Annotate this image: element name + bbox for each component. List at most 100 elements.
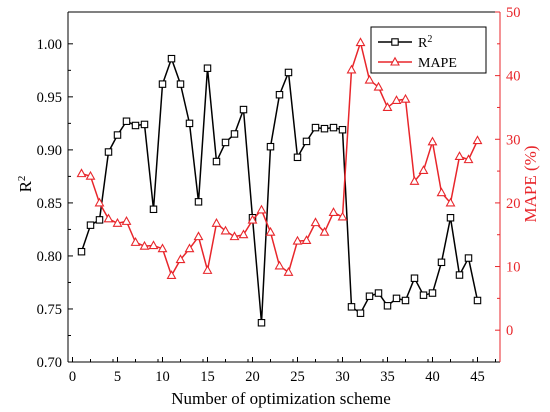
legend: R2 MAPE <box>370 26 487 74</box>
data-point <box>158 80 167 88</box>
data-point <box>454 151 465 161</box>
series-line <box>81 41 479 277</box>
x-tick-label: 25 <box>290 369 305 385</box>
data-point <box>338 125 347 134</box>
data-point <box>328 207 339 217</box>
data-point <box>455 271 464 279</box>
data-point <box>355 37 366 47</box>
data-point <box>445 197 456 207</box>
data-point <box>220 225 231 235</box>
data-point <box>229 231 240 241</box>
data-point <box>301 235 312 245</box>
data-point <box>211 217 222 227</box>
y-left-tick-label: 0.85 <box>37 196 62 212</box>
x-tick-label: 45 <box>470 369 485 385</box>
data-point <box>85 170 96 180</box>
data-point <box>121 216 132 225</box>
x-tick-label: 15 <box>200 369 215 385</box>
data-point <box>95 216 104 224</box>
data-point <box>446 214 455 222</box>
y-right-tick-label: 50 <box>506 5 521 21</box>
data-point <box>473 296 482 305</box>
data-point <box>310 217 321 227</box>
data-point <box>427 136 438 146</box>
data-point <box>256 204 267 214</box>
data-point <box>284 68 293 77</box>
data-point <box>293 153 302 162</box>
data-point <box>230 130 239 138</box>
series-r2 <box>77 54 482 327</box>
data-point <box>382 102 393 112</box>
y-left-tick-label: 0.75 <box>37 302 62 318</box>
data-point <box>311 123 320 132</box>
x-tick-label: 0 <box>69 369 76 385</box>
data-point <box>194 198 203 206</box>
y-axis-left-label: R2 <box>16 176 35 193</box>
x-tick-label: 20 <box>245 369 260 385</box>
series-mape <box>76 37 483 280</box>
data-point <box>275 90 284 99</box>
data-point <box>292 235 303 245</box>
y-left-tick-label: 0.95 <box>37 90 62 106</box>
data-point <box>76 168 87 178</box>
data-point <box>166 270 177 280</box>
data-point <box>176 80 185 88</box>
y-left-tick-label: 0.90 <box>37 143 62 159</box>
data-point <box>193 231 204 241</box>
data-point <box>373 81 384 91</box>
data-point <box>149 205 158 214</box>
data-point <box>185 119 194 128</box>
data-point <box>319 226 330 236</box>
x-axis: 0 5 10 15 20 25 30 35 40 45 <box>67 357 496 385</box>
data-point <box>94 197 105 207</box>
x-axis-label: Number of optimization scheme <box>171 389 391 408</box>
x-tick-label: 40 <box>425 369 440 385</box>
data-point <box>122 117 131 125</box>
data-point <box>364 74 375 84</box>
data-point <box>463 154 474 164</box>
data-point <box>346 64 357 74</box>
data-point <box>419 291 428 299</box>
data-point <box>140 120 149 129</box>
data-point <box>464 254 473 262</box>
data-point <box>86 221 95 229</box>
data-point <box>157 243 168 253</box>
data-point <box>418 165 429 175</box>
data-point <box>400 93 411 103</box>
data-point <box>212 157 221 166</box>
data-point <box>436 187 447 197</box>
data-point <box>221 138 230 147</box>
legend-marker <box>390 56 400 66</box>
data-point <box>374 289 383 297</box>
data-point <box>392 294 401 303</box>
y-left-tick-label: 0.70 <box>37 355 62 371</box>
data-point <box>148 240 159 250</box>
legend-box <box>370 26 487 74</box>
y-axis-left-label-main: R <box>16 180 35 192</box>
data-point <box>257 319 266 327</box>
legend-label-text: R <box>418 36 428 51</box>
data-point <box>175 254 186 264</box>
data-point <box>283 266 294 276</box>
data-point <box>203 64 212 72</box>
data-point <box>391 95 402 105</box>
data-point <box>239 105 248 114</box>
x-tick-label: 35 <box>380 369 395 385</box>
data-point <box>77 247 86 256</box>
x-tick-label: 5 <box>114 369 121 385</box>
data-point <box>320 124 329 133</box>
data-point <box>113 131 122 139</box>
y-right-tick-label: 10 <box>506 260 521 276</box>
data-point <box>104 148 113 156</box>
data-point <box>167 54 176 63</box>
data-point <box>472 135 483 145</box>
data-point <box>247 214 258 224</box>
legend-label-superscript: 2 <box>427 34 432 45</box>
x-tick-label: 10 <box>155 369 170 385</box>
y-right-tick-label: 20 <box>506 196 521 212</box>
data-point <box>302 137 311 146</box>
y-axis-left-label-superscript: 2 <box>16 176 28 182</box>
y-left-tick-label: 1.00 <box>37 37 62 53</box>
series-layer <box>76 37 483 327</box>
